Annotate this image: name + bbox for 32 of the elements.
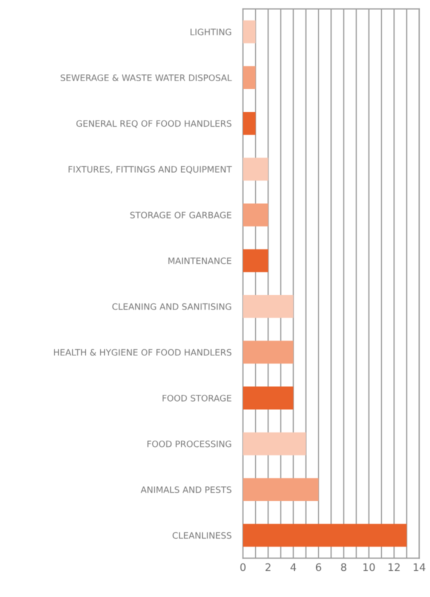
bar bbox=[242, 295, 294, 318]
x-tick-label: 2 bbox=[266, 563, 270, 571]
y-tick-label: CLEANING AND SANITISING bbox=[112, 303, 232, 310]
x-tick-label: 12 bbox=[388, 563, 400, 571]
y-tick-label: FOOD PROCESSING bbox=[147, 440, 232, 448]
y-tick-label: LIGHTING bbox=[190, 28, 232, 36]
bar bbox=[242, 20, 256, 44]
bar bbox=[242, 249, 268, 272]
y-tick-label: STORAGE OF GARBAGE bbox=[130, 212, 232, 218]
bar bbox=[242, 340, 294, 364]
bar bbox=[242, 386, 294, 410]
y-tick-label: FOOD STORAGE bbox=[162, 394, 232, 402]
x-tick-label: 10 bbox=[363, 563, 375, 572]
y-tick-label: SEWERAGE & WASTE WATER DISPOSAL bbox=[60, 74, 232, 82]
y-tick-label: FIXTURES, FITTINGS AND EQUIPMENT bbox=[68, 166, 232, 174]
bar bbox=[242, 524, 407, 547]
y-tick-label: HEALTH & HYGIENE OF FOOD HANDLERS bbox=[54, 349, 232, 356]
y-tick-label: GENERAL REQ OF FOOD HANDLERS bbox=[76, 120, 232, 128]
x-tick-label: 14 bbox=[414, 563, 426, 571]
x-tick-label: 6 bbox=[316, 563, 322, 572]
x-tick-label: 8 bbox=[341, 563, 346, 572]
bar bbox=[242, 66, 256, 90]
x-tick-label: 0 bbox=[240, 563, 246, 572]
bar bbox=[242, 478, 319, 501]
bar bbox=[242, 432, 306, 456]
y-tick-label: ANIMALS AND PESTS bbox=[140, 486, 232, 493]
bar bbox=[242, 112, 256, 135]
bar bbox=[242, 203, 268, 226]
bar bbox=[242, 158, 268, 181]
x-tick-label: 4 bbox=[290, 563, 296, 571]
y-tick-label: MAINTENANCE bbox=[168, 258, 232, 264]
y-tick-label: CLEANLINESS bbox=[172, 532, 232, 539]
